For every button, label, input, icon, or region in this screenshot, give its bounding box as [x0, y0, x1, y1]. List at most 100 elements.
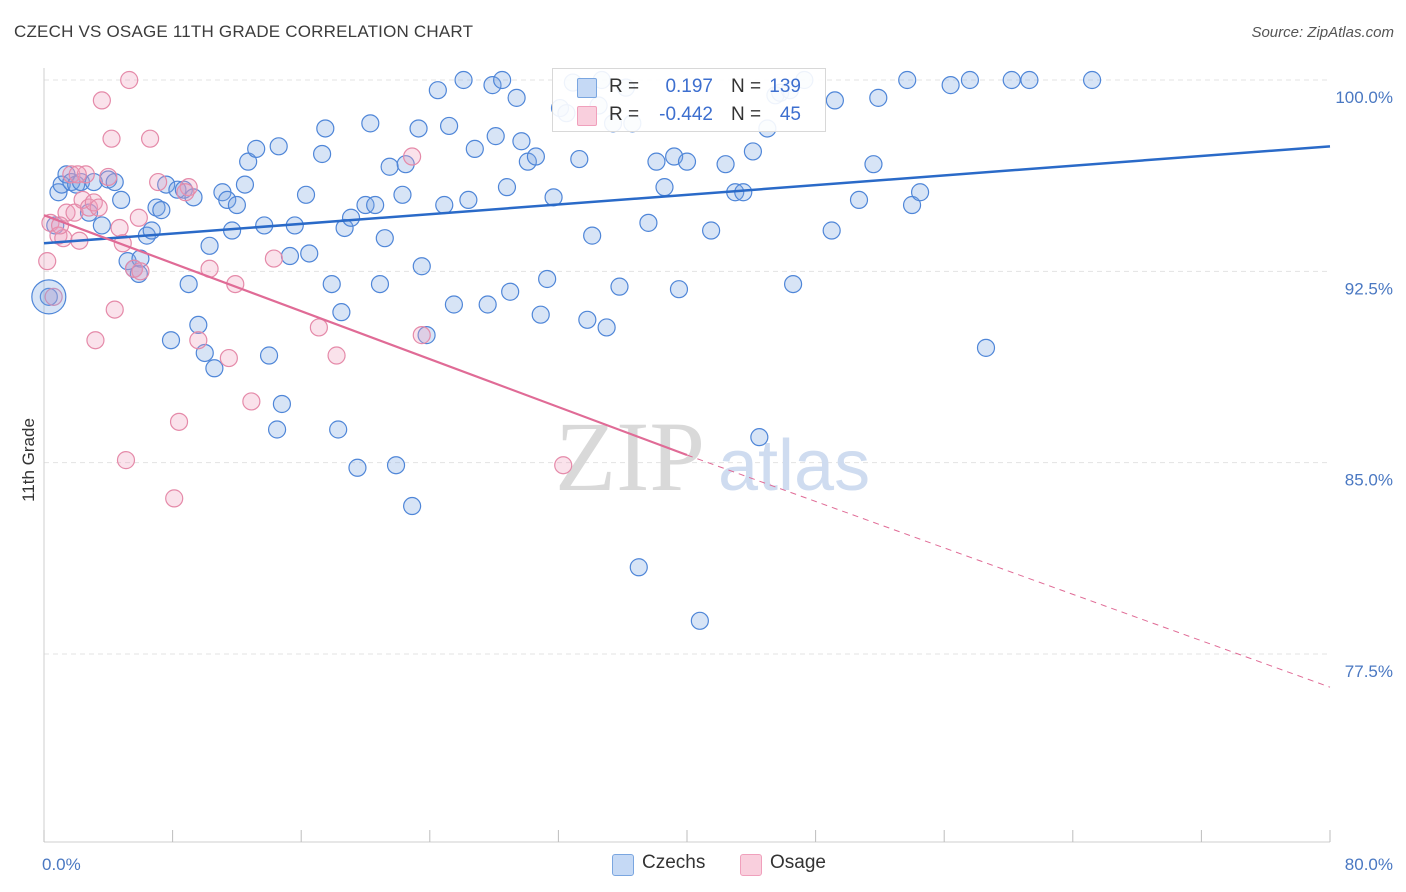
czechs-point	[409, 119, 428, 138]
czechs-point	[454, 70, 473, 90]
czechs-point	[227, 195, 246, 215]
osage-r-value: -0.442	[659, 104, 713, 125]
osage-point	[264, 249, 283, 268]
czechs-point	[864, 155, 883, 174]
czechs-point	[526, 147, 545, 166]
czechs-point	[677, 152, 697, 171]
osage-point	[44, 287, 63, 306]
czechs-point	[375, 229, 394, 248]
legend-row-czechs: R = 0.197 N = 139	[553, 73, 825, 101]
czechs-point	[179, 274, 198, 294]
osage-point	[116, 451, 136, 470]
labels-layer: 100.0% 92.5% 85.0% 77.5% 0.0% 80.0% 11th Grade	[19, 88, 1393, 874]
czechs-point	[296, 185, 316, 204]
osage-point	[105, 300, 124, 319]
osage-trend-extension	[686, 454, 1331, 688]
czechs-point	[507, 88, 526, 107]
watermark-zip: ZIP	[555, 401, 705, 512]
osage-point	[68, 165, 87, 184]
osage-point	[113, 234, 132, 253]
czechs-point	[639, 213, 658, 232]
czechs-point	[483, 76, 502, 95]
czechs-point	[669, 280, 689, 299]
czechs-point	[578, 310, 597, 329]
czechs-point	[312, 144, 332, 164]
osage-point	[140, 129, 160, 148]
osage-point	[149, 172, 168, 192]
czechs-point	[235, 175, 255, 194]
osage-point	[86, 331, 105, 350]
czechs-point-large	[31, 279, 67, 315]
czechs-point	[152, 201, 171, 220]
czechs-point	[267, 420, 287, 439]
czechs-point	[690, 611, 709, 630]
czechs-point	[743, 142, 763, 161]
osage-point	[89, 198, 108, 217]
czechs-point	[218, 190, 237, 210]
czechs-point	[366, 195, 385, 215]
osage-trend-line	[43, 214, 688, 457]
czechs-swatch	[577, 78, 597, 98]
czechs-point	[512, 132, 531, 151]
y-tick-label: 100.0%	[1335, 88, 1393, 107]
czechs-point	[960, 70, 980, 90]
czechs-point	[1002, 70, 1021, 90]
czechs-point	[647, 152, 666, 171]
osage-point	[554, 456, 573, 475]
osage-point	[129, 208, 148, 227]
y-tick-label: 85.0%	[1345, 471, 1393, 490]
czechs-point	[869, 88, 888, 107]
czechs-point	[380, 157, 399, 176]
czechs-point	[465, 139, 484, 158]
czechs-point	[610, 277, 629, 296]
chart-source: Source: ZipAtlas.com	[1251, 24, 1394, 41]
osage-point	[179, 178, 198, 197]
czechs-point	[322, 274, 341, 294]
czechs-point	[356, 195, 375, 215]
czechs-point	[531, 305, 550, 324]
czechs-r-value: 0.197	[665, 76, 713, 97]
osage-r-label: R =	[609, 104, 640, 125]
czechs-point	[386, 456, 406, 475]
y-tick-label: 92.5%	[1345, 279, 1393, 298]
osage-point	[165, 489, 184, 508]
osage-n-value: 45	[779, 104, 801, 125]
czechs-point	[403, 496, 422, 516]
czechs-n-value: 139	[769, 76, 801, 97]
osage-point	[403, 147, 422, 166]
czechs-r-label: R =	[609, 76, 640, 97]
x-tick-label-max: 80.0%	[1345, 855, 1393, 874]
chart-title: CZECH VS OSAGE 11TH GRADE CORRELATION CH…	[14, 22, 474, 41]
czechs-point	[629, 558, 648, 577]
czechs-point	[702, 221, 721, 240]
czechs-point	[412, 257, 431, 276]
czechs-point	[300, 244, 319, 263]
osage-swatch	[577, 106, 597, 126]
czechs-point	[370, 274, 390, 294]
czechs-point	[493, 70, 512, 90]
axes-layer	[43, 68, 1331, 843]
czechs-point	[247, 139, 266, 158]
czechs-point	[459, 190, 478, 210]
czechs-point	[428, 81, 447, 100]
legend-osage-swatch	[740, 854, 762, 876]
osage-point	[84, 193, 103, 212]
czechs-point	[444, 295, 464, 314]
czechs-n-label: N =	[731, 76, 762, 97]
osage-point	[62, 165, 81, 184]
czechs-point	[941, 76, 960, 95]
czechs-point	[112, 190, 131, 210]
osage-point	[131, 262, 150, 281]
osage-point	[219, 348, 238, 368]
osage-point	[176, 183, 195, 202]
czechs-point	[538, 269, 557, 289]
czechs-point	[501, 282, 520, 301]
czechs-point	[348, 458, 367, 477]
trend-layer	[43, 145, 1331, 688]
y-axis-title: 11th Grade	[19, 418, 38, 502]
osage-point	[110, 218, 129, 238]
czechs-point	[478, 295, 497, 314]
czechs-point	[570, 149, 589, 169]
czechs-point	[822, 221, 841, 240]
legend-czechs-label: Czechs	[642, 852, 706, 873]
